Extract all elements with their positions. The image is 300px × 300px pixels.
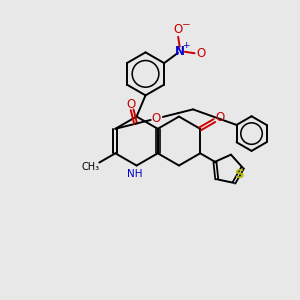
Text: CH₃: CH₃: [82, 162, 100, 172]
Text: O: O: [215, 111, 225, 124]
Text: O: O: [174, 23, 183, 37]
Text: O: O: [126, 98, 135, 110]
Text: +: +: [182, 41, 189, 50]
Text: −: −: [182, 20, 191, 30]
Text: N: N: [175, 45, 185, 58]
Text: S: S: [235, 168, 245, 181]
Text: O: O: [152, 112, 161, 125]
Text: NH: NH: [127, 169, 143, 179]
Text: O: O: [197, 47, 206, 60]
